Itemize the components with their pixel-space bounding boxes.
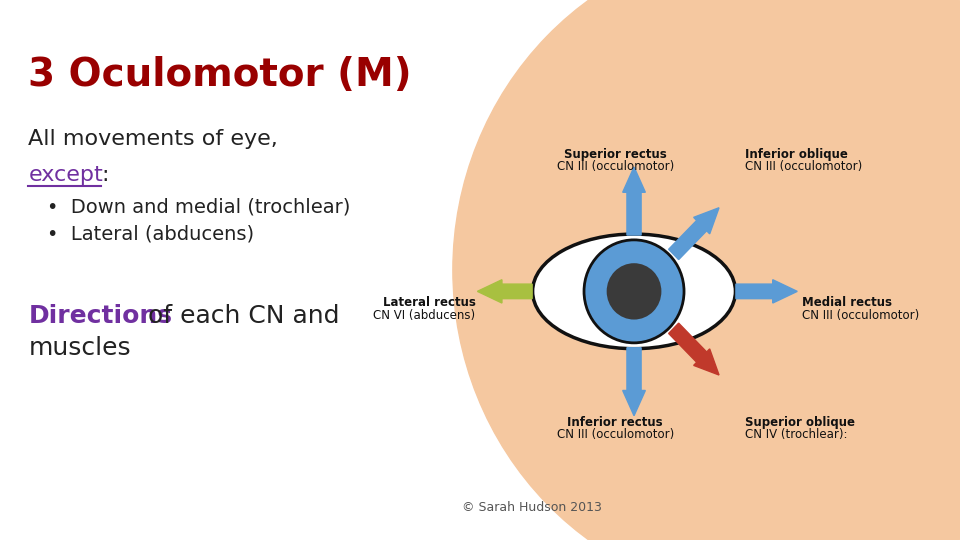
Text: •  Down and medial (trochlear): • Down and medial (trochlear) [47,197,350,216]
Text: CN III (occulomotor): CN III (occulomotor) [557,428,674,441]
Text: of each CN and: of each CN and [139,304,339,328]
Text: Directions: Directions [28,304,172,328]
Text: •  Lateral (abducens): • Lateral (abducens) [47,224,254,244]
FancyArrow shape [736,280,797,303]
Text: muscles: muscles [28,336,131,360]
Text: :: : [101,165,108,185]
Text: Lateral rectus: Lateral rectus [383,296,475,309]
Text: Medial rectus: Medial rectus [802,296,892,309]
Text: except: except [28,165,103,185]
Text: Inferior oblique: Inferior oblique [745,147,849,160]
Text: Inferior rectus: Inferior rectus [567,416,663,429]
Text: Superior rectus: Superior rectus [564,147,666,160]
Text: CN III (occulomotor): CN III (occulomotor) [745,160,863,173]
FancyArrow shape [477,280,532,303]
Circle shape [607,263,661,320]
Text: All movements of eye,: All movements of eye, [28,129,278,149]
FancyArrow shape [669,208,719,260]
Text: CN VI (abducens): CN VI (abducens) [373,309,475,322]
Text: © Sarah Hudson 2013: © Sarah Hudson 2013 [463,501,602,514]
FancyArrow shape [623,348,645,416]
Text: CN IV (trochlear):: CN IV (trochlear): [745,428,848,441]
FancyArrow shape [623,167,645,235]
FancyArrow shape [669,323,719,375]
Ellipse shape [533,234,735,349]
Text: CN III (occulomotor): CN III (occulomotor) [802,309,920,322]
Circle shape [584,240,684,343]
Text: Superior oblique: Superior oblique [745,416,855,429]
Text: 3 Oculomotor (M): 3 Oculomotor (M) [28,56,412,94]
Circle shape [453,0,960,540]
Text: CN III (occulomotor): CN III (occulomotor) [557,160,674,173]
